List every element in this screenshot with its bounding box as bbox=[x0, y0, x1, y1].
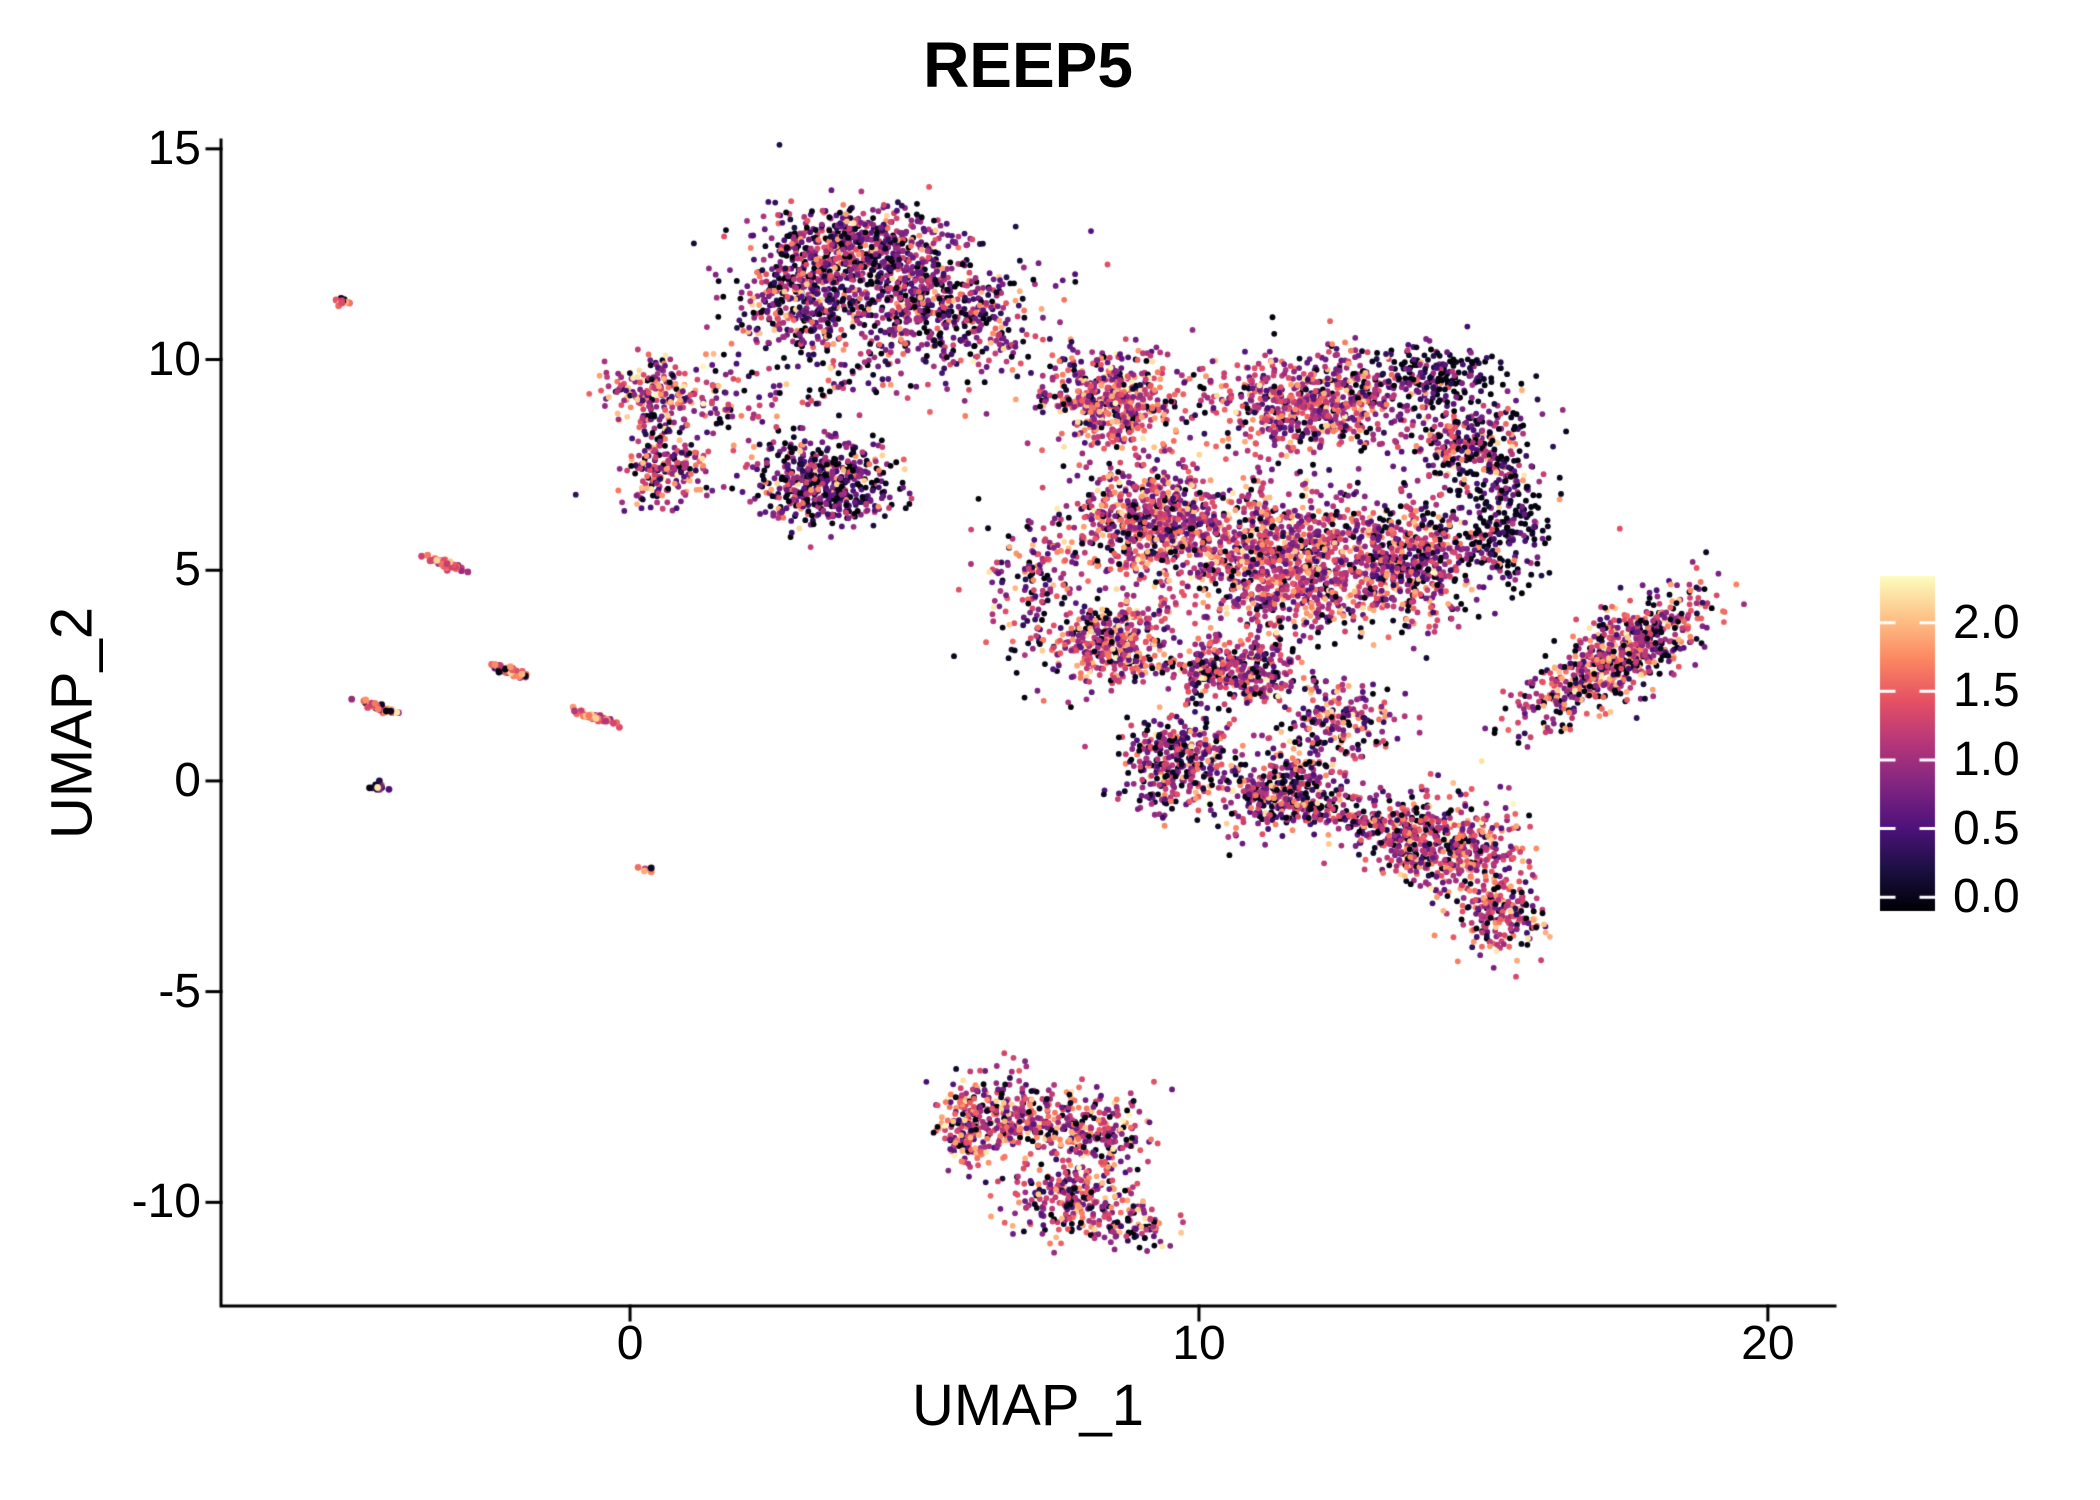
x-tick-label: 20 bbox=[1741, 1317, 1795, 1370]
plot-title: REEP5 bbox=[923, 29, 1133, 101]
y-tick-label: -5 bbox=[158, 964, 201, 1018]
colorbar-tick-label: 1.0 bbox=[1953, 732, 2020, 786]
y-tick-label: 15 bbox=[147, 121, 201, 175]
y-tick-label: 10 bbox=[147, 332, 201, 386]
colorbar-tick-label: 0.5 bbox=[1953, 801, 2020, 855]
y-tick-label: 5 bbox=[174, 543, 201, 597]
colorbar-tick-label: 1.5 bbox=[1953, 664, 2020, 718]
x-tick-label: 0 bbox=[616, 1317, 644, 1370]
y-axis-title: UMAP_2 bbox=[39, 606, 105, 840]
colorbar-tick-label: 0.0 bbox=[1953, 870, 2020, 924]
y-tick-label: -10 bbox=[131, 1175, 201, 1229]
x-tick-label: 10 bbox=[1172, 1317, 1226, 1370]
y-tick-label: 0 bbox=[174, 753, 201, 807]
x-axis-title: UMAP_1 bbox=[911, 1373, 1145, 1438]
colorbar-tick-label: 2.0 bbox=[1953, 595, 2020, 649]
